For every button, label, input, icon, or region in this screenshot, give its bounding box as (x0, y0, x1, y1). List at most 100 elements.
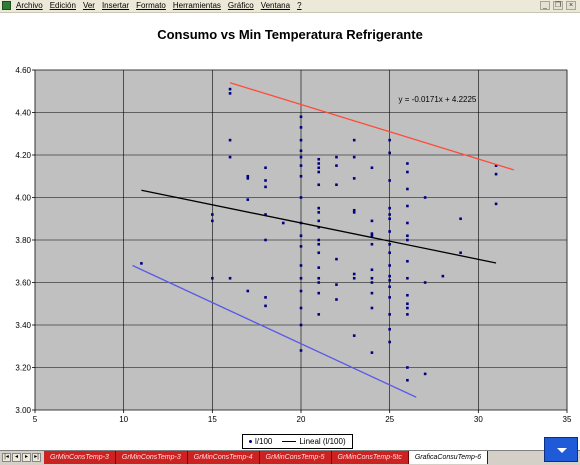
data-point (299, 196, 303, 199)
sheet-tab-bar: |◂ ◂ ▸ ▸| GrMinConsTemp-3 GrMinConsTemp-… (0, 450, 580, 465)
data-point (370, 281, 374, 284)
x-tick-label: 15 (208, 415, 217, 424)
menu-help[interactable]: ? (297, 1, 302, 10)
data-point (264, 166, 267, 170)
data-point (246, 198, 250, 201)
data-point (423, 281, 427, 284)
sheet-tab[interactable]: GrMinConsTemp-5 (259, 451, 332, 464)
data-point (335, 298, 338, 301)
data-point (388, 251, 391, 255)
chart-area[interactable]: Consumo vs Min Temperatura Refrigerante … (0, 13, 580, 450)
data-point (317, 166, 321, 170)
data-point (317, 242, 321, 246)
data-point (264, 179, 267, 182)
data-point (370, 219, 374, 223)
data-point (352, 334, 356, 337)
data-point (406, 276, 409, 280)
first-sheet-icon[interactable]: |◂ (2, 453, 11, 462)
data-point (352, 155, 356, 159)
dropdown-arrow-icon[interactable] (544, 437, 578, 462)
data-point (317, 183, 321, 187)
data-point (388, 213, 391, 216)
data-point (441, 274, 445, 278)
data-point (406, 306, 409, 310)
last-sheet-icon[interactable]: ▸| (32, 453, 41, 462)
data-point (246, 174, 250, 178)
menu-grafico[interactable]: Gráfico (227, 1, 254, 10)
sheet-tab[interactable]: GrMinConsTemp-3 (115, 451, 188, 464)
data-point (264, 213, 267, 216)
window-controls: _ ❐ × (540, 1, 576, 10)
minimize-icon[interactable]: _ (540, 1, 550, 10)
close-icon[interactable]: × (566, 1, 576, 10)
data-point (406, 187, 409, 191)
data-point (423, 196, 427, 199)
data-point (388, 274, 391, 278)
data-point (352, 276, 356, 280)
sheet-tab[interactable]: GrMinConsTemp-3 (44, 451, 116, 464)
excel-icon[interactable] (2, 1, 11, 10)
data-point (335, 257, 338, 261)
y-tick-label: 3.60 (15, 279, 31, 288)
data-point (317, 266, 321, 269)
data-point (299, 234, 303, 238)
data-point (494, 202, 498, 206)
data-point (388, 296, 391, 299)
legend-item-series: l/100 (249, 437, 272, 446)
sheet-nav: |◂ ◂ ▸ ▸| (2, 453, 41, 462)
chart-title[interactable]: Consumo vs Min Temperatura Refrigerante (157, 27, 423, 42)
next-sheet-icon[interactable]: ▸ (22, 453, 31, 462)
data-point (388, 217, 391, 221)
data-point (211, 213, 214, 216)
data-point (388, 313, 391, 316)
data-point (228, 138, 232, 142)
sheet-tab-active[interactable]: GraficaConsuTemp-6 (408, 451, 489, 464)
data-point (370, 306, 374, 310)
data-point (317, 162, 321, 165)
trendline-equation: y = -0.0171x + 4.2225 (399, 95, 477, 104)
data-point (317, 157, 321, 161)
data-point (352, 211, 356, 214)
data-point (406, 259, 409, 263)
data-point (406, 302, 409, 306)
data-point (406, 293, 409, 297)
menu-ventana[interactable]: Ventana (260, 1, 291, 10)
data-point (406, 234, 409, 238)
data-point (299, 276, 303, 280)
data-point (317, 206, 321, 210)
data-point (370, 268, 374, 272)
x-tick-label: 20 (297, 415, 306, 424)
menu-archivo[interactable]: Archivo (16, 1, 43, 10)
y-tick-label: 3.20 (15, 364, 31, 373)
data-point (388, 179, 391, 182)
y-tick-label: 4.20 (15, 151, 31, 160)
y-tick-label: 3.80 (15, 236, 31, 245)
data-point (264, 304, 267, 308)
data-point (335, 183, 338, 187)
menu-herramientas[interactable]: Herramientas (172, 1, 221, 10)
lower-bound-line (132, 264, 417, 398)
scatter-chart[interactable]: 3.00 3.20 3.40 3.60 3.80 4.00 4.20 4.40 4.60 5 10 1… (0, 13, 580, 450)
sheet-tab[interactable]: GrMinConsTemp-4 (187, 451, 260, 464)
menu-formato[interactable]: Formato (136, 1, 166, 10)
menu-edicion[interactable]: Edición (49, 1, 76, 10)
data-point (264, 238, 267, 242)
data-point (228, 276, 232, 280)
data-point (299, 138, 303, 142)
trendline (141, 189, 497, 264)
data-point (388, 138, 391, 142)
chart-legend[interactable]: l/100 Lineal (l/100) (242, 434, 353, 449)
data-point (264, 185, 267, 189)
prev-sheet-icon[interactable]: ◂ (12, 453, 21, 462)
data-point (406, 378, 409, 382)
data-point (388, 264, 391, 267)
x-tick-label: 10 (119, 415, 128, 424)
menu-insertar[interactable]: Insertar (101, 1, 130, 10)
data-point (406, 366, 409, 369)
restore-icon[interactable]: ❐ (553, 1, 563, 10)
data-point (406, 313, 409, 316)
menu-ver[interactable]: Ver (82, 1, 95, 10)
sheet-tab[interactable]: GrMinConsTemp-5tc (331, 451, 409, 464)
x-tick-label: 30 (474, 415, 483, 424)
data-point (494, 172, 498, 176)
